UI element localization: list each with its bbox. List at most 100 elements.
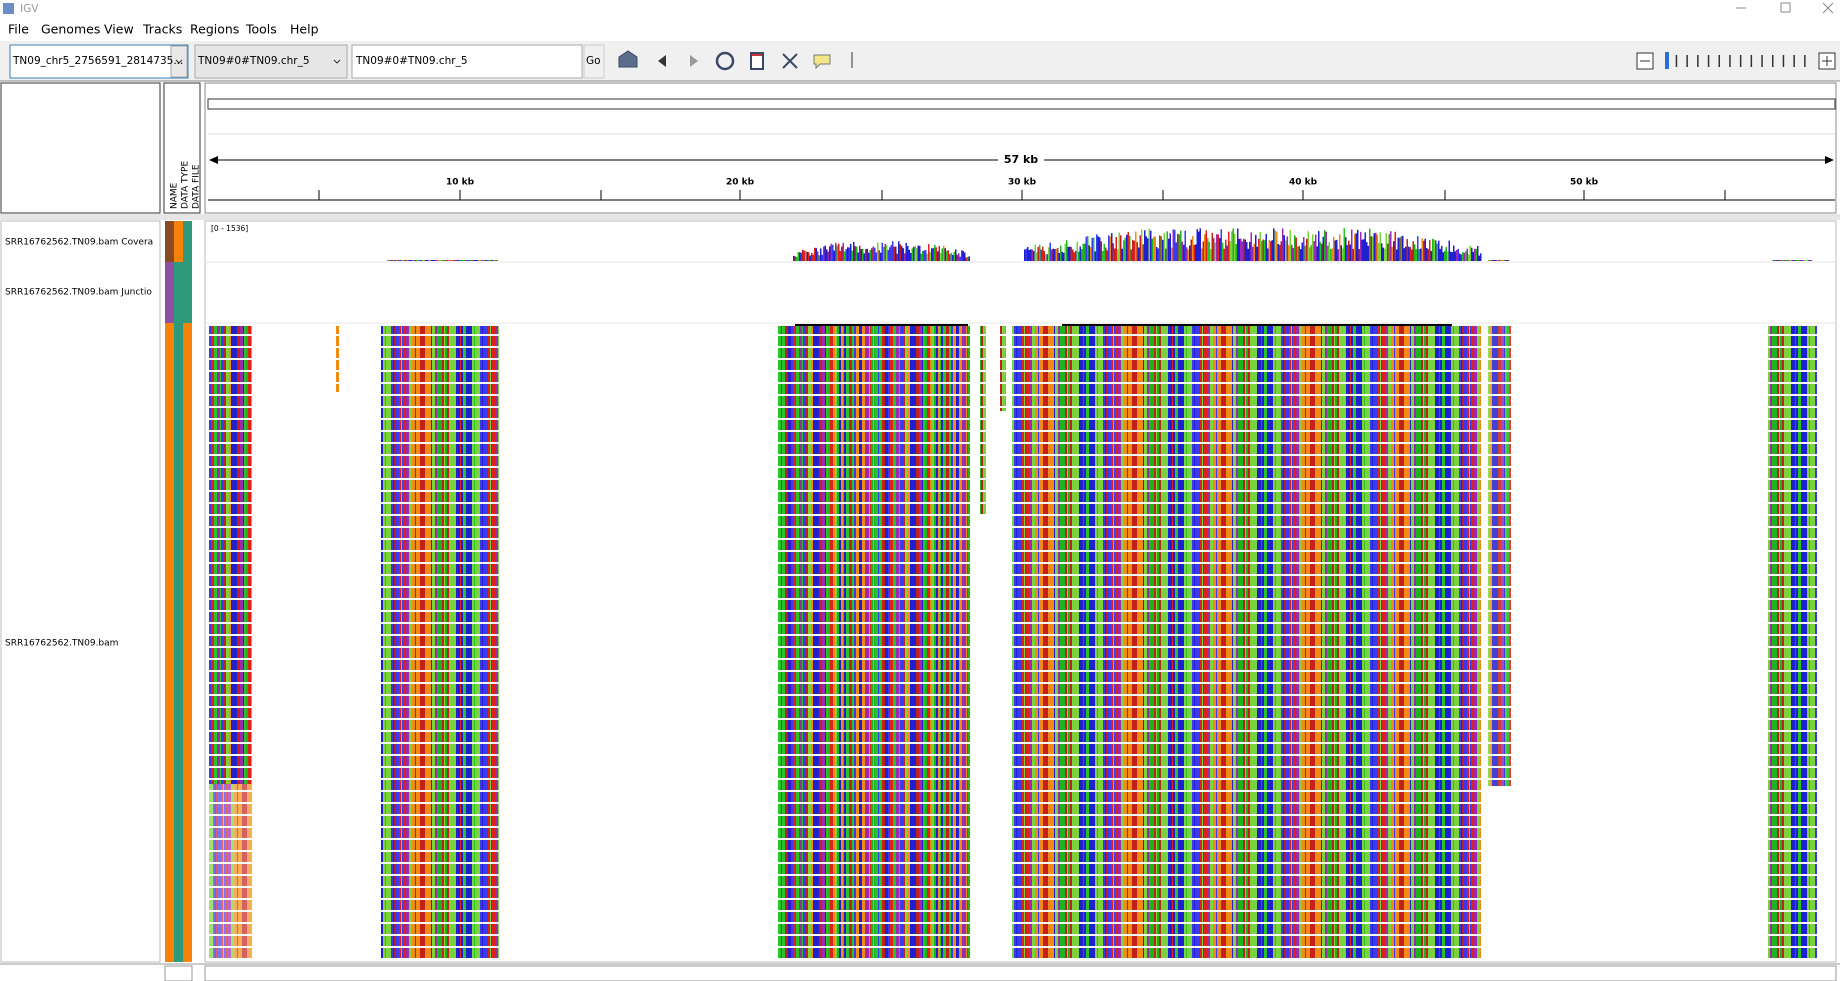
coverage-bar [405, 260, 407, 261]
coverage-bar [1144, 230, 1146, 261]
coverage-bar [887, 250, 889, 261]
attribute-cell[interactable] [183, 221, 192, 262]
menu-item[interactable]: Genomes [41, 22, 100, 37]
coverage-bar [399, 260, 401, 261]
coverage-bar [841, 246, 843, 261]
ruler-label: 20 kb [726, 178, 755, 188]
coverage-bar [802, 249, 804, 261]
coverage-bar [1096, 234, 1098, 261]
attribute-header[interactable]: NAME [170, 182, 180, 209]
locus-list-combo[interactable] [9, 44, 189, 79]
coverage-bar [940, 253, 942, 261]
coverage-bar [904, 253, 906, 261]
coverage-bar [1261, 240, 1263, 261]
coverage-bar [941, 248, 943, 261]
coverage-bar [487, 260, 489, 261]
coverage-bar [1453, 245, 1455, 261]
footer-cell [204, 965, 1837, 981]
coverage-bar [799, 252, 801, 261]
attribute-cell[interactable] [165, 262, 174, 323]
coverage-bar [1073, 252, 1075, 261]
coverage-bar [1157, 248, 1159, 261]
coverage-bar [1295, 237, 1297, 261]
back-button[interactable] [658, 55, 666, 67]
combo-arrow[interactable] [170, 45, 188, 78]
zoom-tick [1761, 55, 1763, 67]
attribute-cell[interactable] [165, 323, 174, 962]
zoom-slider[interactable] [1665, 52, 1806, 69]
coverage-bar [1220, 229, 1222, 261]
coverage-bar [1087, 236, 1089, 261]
genome-combo[interactable] [194, 44, 348, 79]
track-name[interactable]: SRR16762562.TN09.bam Junctio [5, 288, 152, 298]
coverage-bar [1319, 241, 1321, 261]
coverage-bar [1285, 240, 1287, 261]
home-button[interactable] [618, 50, 638, 68]
coverage-bar [1057, 248, 1059, 261]
coverage-bar [1273, 228, 1275, 261]
coverage-bar [946, 250, 948, 261]
coverage-bar [1387, 243, 1389, 261]
coverage-bar [805, 250, 807, 261]
coverage-bar [1033, 250, 1035, 261]
coverage-bar [1457, 248, 1459, 261]
coverage-bar [1327, 245, 1329, 261]
menu-item[interactable]: Tracks [142, 22, 182, 37]
track-name[interactable]: SRR16762562.TN09.bam [5, 639, 118, 649]
menu-item[interactable]: View [104, 22, 134, 37]
locus-field[interactable] [351, 44, 583, 79]
coverage-bar [1132, 240, 1134, 261]
attribute-cell[interactable] [183, 323, 192, 962]
coverage-bar [1187, 249, 1189, 261]
coverage-bar [1093, 237, 1095, 261]
attribute-cell[interactable] [183, 262, 192, 323]
coverage-bar [432, 260, 434, 261]
coverage-bar [1201, 248, 1203, 261]
forward-button[interactable] [690, 55, 698, 67]
coverage-bar [866, 248, 868, 261]
coverage-bar [456, 260, 458, 261]
coverage-bar [1334, 240, 1336, 261]
coverage-bar [1475, 249, 1477, 261]
coverage-bar [1205, 230, 1207, 261]
coverage-bar [1471, 247, 1473, 261]
coverage-bar [393, 260, 395, 261]
close-button[interactable] [1822, 2, 1834, 14]
coverage-bar [1058, 252, 1060, 261]
coverage-bar [1207, 238, 1209, 261]
coverage-bar [857, 252, 859, 261]
menu-item[interactable]: File [8, 22, 29, 37]
coverage-bar [1024, 249, 1026, 261]
restore-button[interactable] [1780, 2, 1791, 13]
menu-item[interactable]: Regions [190, 22, 239, 37]
resize-button[interactable] [782, 53, 798, 69]
coverage-bar [486, 260, 488, 261]
coverage-bar [1162, 239, 1164, 261]
track-name[interactable]: SRR16762562.TN09.bam Covera [5, 238, 153, 248]
popup-button[interactable] [813, 54, 831, 70]
refresh-button[interactable] [715, 51, 735, 71]
attribute-cell[interactable] [165, 221, 174, 262]
attribute-cell[interactable] [174, 323, 183, 962]
coverage-bar [1785, 260, 1787, 261]
coverage-bar [1369, 228, 1371, 261]
roi-button[interactable] [750, 52, 764, 70]
read-stack [1768, 326, 1817, 960]
coverage-bar [1436, 243, 1438, 261]
attribute-header[interactable]: DATA FILE [192, 164, 202, 209]
coverage-bar [1228, 231, 1230, 261]
coverage-bar [905, 243, 907, 261]
coverage-bar [1337, 249, 1339, 261]
go-button[interactable] [583, 44, 605, 79]
coverage-bar [1204, 234, 1206, 261]
menu-item[interactable]: Help [290, 22, 319, 37]
coverage-bar [1806, 260, 1808, 261]
attribute-header[interactable]: DATA TYPE [181, 161, 191, 209]
attribute-cell[interactable] [174, 262, 183, 323]
coverage-bar [1504, 260, 1506, 261]
menu-item[interactable]: Tools [245, 22, 277, 37]
attribute-cell[interactable] [174, 221, 183, 262]
coverage-bar [830, 243, 832, 261]
coverage-bar [1214, 242, 1216, 261]
coverage-bar [1342, 248, 1344, 261]
